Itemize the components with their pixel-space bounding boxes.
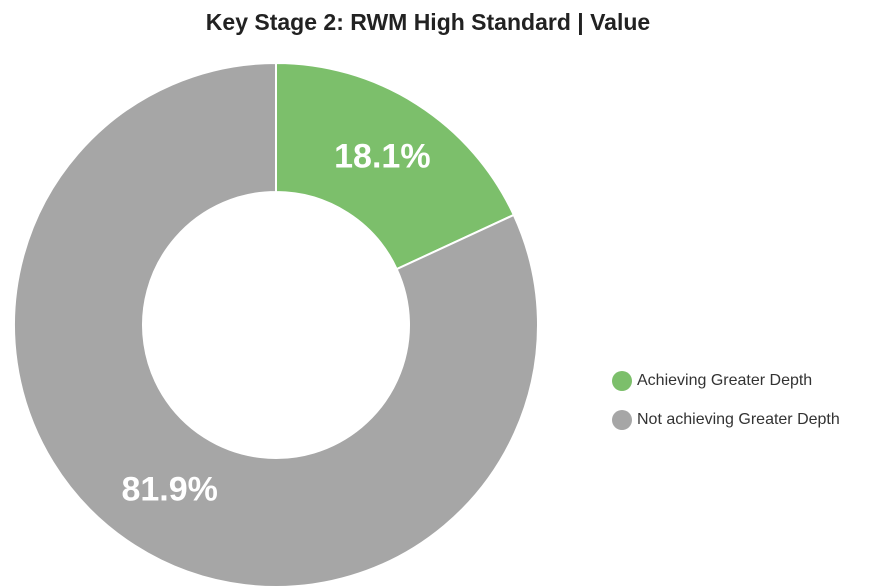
chart-title: Key Stage 2: RWM High Standard | Value (206, 9, 650, 35)
value-label: 81.9% (121, 470, 217, 508)
value-label: 18.1% (334, 138, 430, 176)
legend-swatch (612, 410, 632, 430)
legend-swatch (612, 371, 632, 391)
legend-label: Achieving Greater Depth (637, 372, 812, 389)
donut-slice (13, 61, 539, 588)
donut-slice (275, 61, 516, 271)
legend-label: Not achieving Greater Depth (637, 411, 840, 428)
